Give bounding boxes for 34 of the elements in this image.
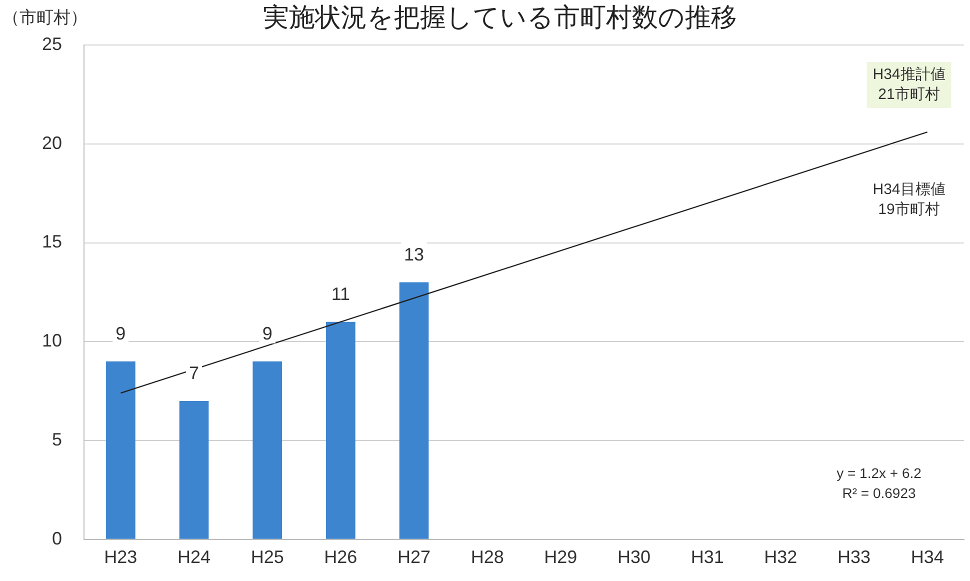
x-tick-label: H23 xyxy=(104,547,138,568)
x-tick-label: H29 xyxy=(544,547,578,568)
y-tick-label: 15 xyxy=(42,232,62,252)
data-label: 9 xyxy=(116,323,126,344)
y-tick-label: 10 xyxy=(42,330,62,351)
y-tick-label: 5 xyxy=(52,429,62,450)
x-tick-label: H24 xyxy=(178,547,211,568)
bar xyxy=(106,361,136,539)
chart-title: 実施状況を把握している市町村数の推移 xyxy=(263,2,737,32)
x-tick-label: H26 xyxy=(324,547,358,568)
annotation: y = 1.2x + 6.2 xyxy=(836,464,922,481)
x-tick-label: H25 xyxy=(250,547,284,568)
x-tick-label: H27 xyxy=(398,547,431,568)
data-label: 9 xyxy=(262,323,272,344)
data-label: 13 xyxy=(404,244,424,264)
x-tick-label: H30 xyxy=(617,547,651,568)
y-tick-label: 25 xyxy=(42,34,62,54)
data-label: 7 xyxy=(189,362,200,383)
y-tick-label: 20 xyxy=(42,132,62,153)
x-tick-label: H31 xyxy=(690,547,724,568)
x-tick-label: H34 xyxy=(910,547,944,568)
y-axis-title: （市町村） xyxy=(2,8,88,28)
annotation: R² = 0.6923 xyxy=(842,484,916,501)
bar xyxy=(399,282,429,539)
bar xyxy=(252,361,282,539)
y-tick-label: 0 xyxy=(52,528,62,548)
x-tick-label: H33 xyxy=(837,547,871,568)
annotation: H34目標値 19市町村 xyxy=(872,181,946,218)
bar xyxy=(179,400,209,539)
bar xyxy=(326,322,356,539)
annotation: H34推計値 21市町村 xyxy=(872,66,946,104)
data-label: 11 xyxy=(331,284,350,304)
x-tick-label: H32 xyxy=(764,547,798,568)
x-tick-label: H28 xyxy=(470,547,504,568)
